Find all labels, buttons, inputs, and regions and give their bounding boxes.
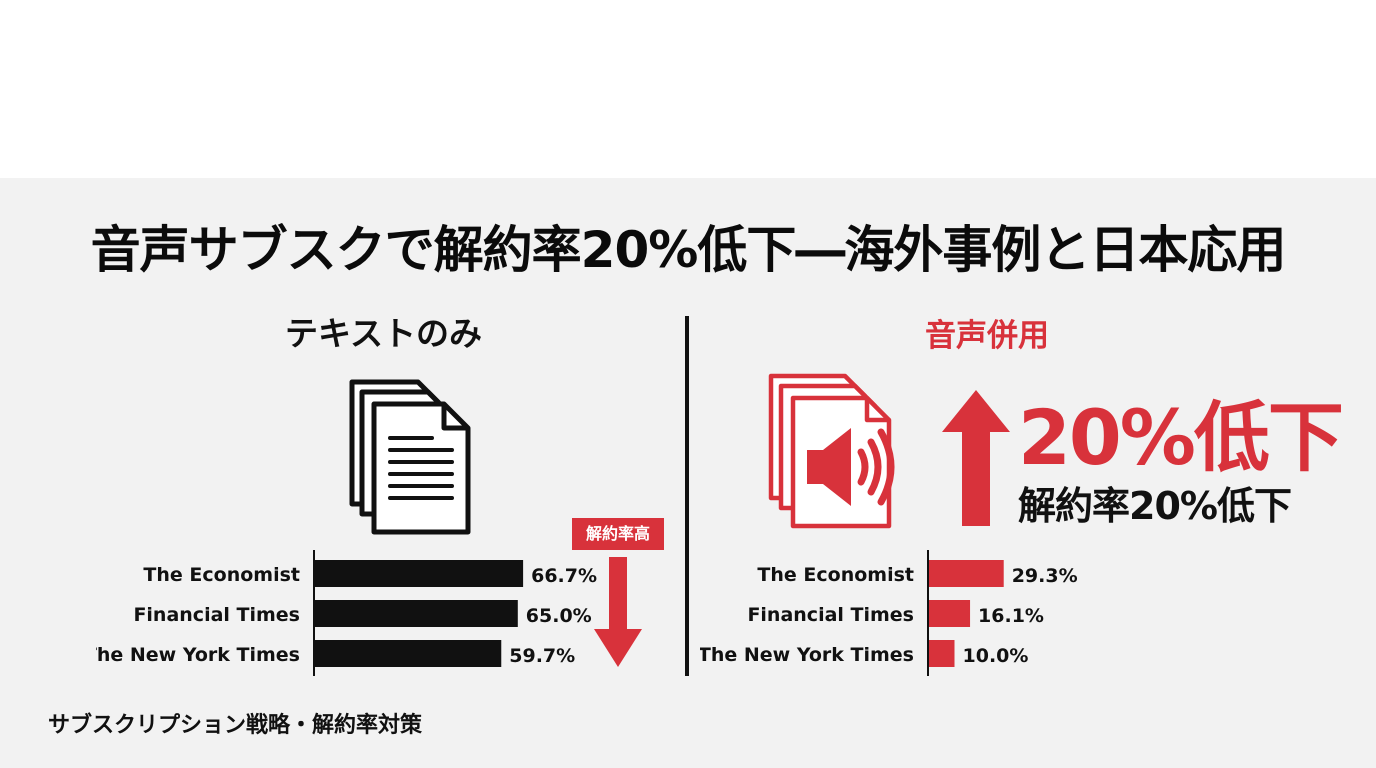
category-label: Financial Times [747,604,914,626]
audio-heading: 音声併用 [925,318,1049,354]
category-label: The New York Times [96,644,300,666]
category-label: Financial Times [133,604,300,626]
reduction-subtext: 解約率20%低下 [1018,484,1292,528]
text-only-heading: テキストのみ [285,314,483,353]
reduction-headline: 20%低下 [1018,393,1344,482]
bar [315,560,524,587]
category-label: The Economist [143,564,300,586]
value-label: 59.7% [509,645,575,667]
bar [929,560,1004,587]
value-label: 16.1% [978,605,1044,627]
bar [315,600,518,627]
bar [929,640,955,667]
bar [929,600,971,627]
footer-caption: サブスクリプション戦略・解約率対策 [48,713,423,738]
category-label: The Economist [757,564,914,586]
section-divider [685,316,689,676]
arrow-up-icon [942,390,1010,526]
arrow-down-icon [594,557,642,667]
document-stack-icon [349,379,471,535]
audio-document-icon [768,373,895,529]
value-label: 66.7% [531,565,597,587]
audio-churn-chart: The Economist 29.3% Financial Times 16.1% Th… [700,550,1078,676]
text-only-churn-chart: The Economist 66.7% Financial Times 65.0% Th… [96,550,597,676]
value-label: 65.0% [526,605,592,627]
bar [315,640,502,667]
high-churn-badge: 解約率高 [572,518,664,550]
category-label: The New York Times [700,644,914,666]
page-title: 音声サブスクで解約率20%低下―海外事例と日本応用 [90,221,1287,279]
value-label: 10.0% [963,645,1029,667]
value-label: 29.3% [1012,565,1078,587]
